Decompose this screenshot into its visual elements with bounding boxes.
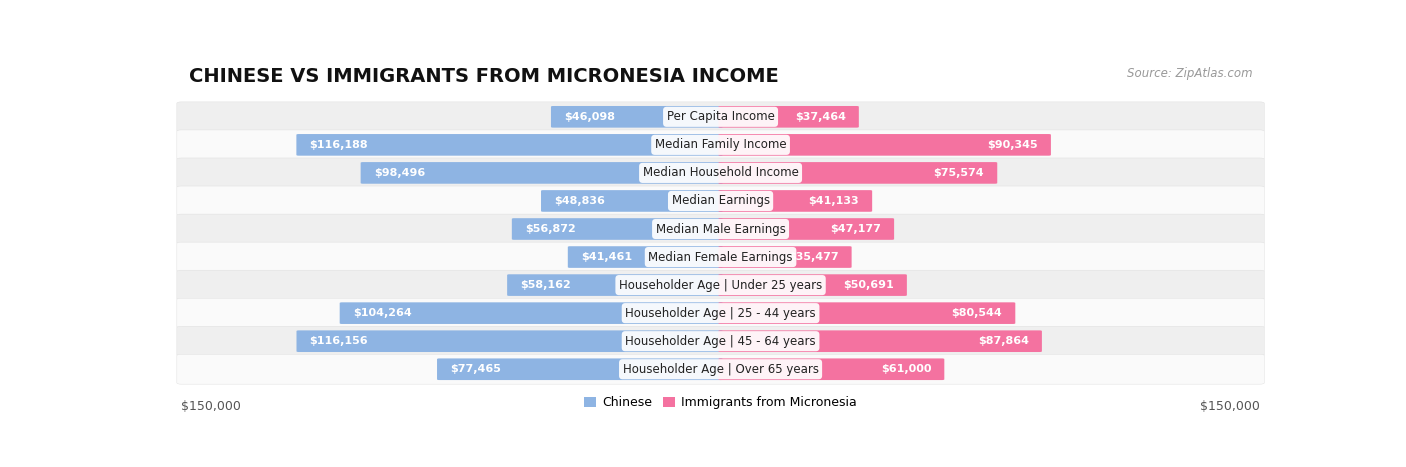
FancyBboxPatch shape	[177, 270, 1264, 300]
FancyBboxPatch shape	[177, 214, 1264, 244]
FancyBboxPatch shape	[361, 162, 723, 184]
Text: Median Family Income: Median Family Income	[655, 138, 786, 151]
Text: Median Female Earnings: Median Female Earnings	[648, 251, 793, 263]
FancyBboxPatch shape	[718, 190, 872, 212]
FancyBboxPatch shape	[551, 106, 723, 127]
Text: $47,177: $47,177	[830, 224, 882, 234]
Text: Per Capita Income: Per Capita Income	[666, 110, 775, 123]
Text: $46,098: $46,098	[564, 112, 614, 122]
FancyBboxPatch shape	[340, 302, 723, 324]
FancyBboxPatch shape	[297, 330, 723, 352]
Text: $35,477: $35,477	[787, 252, 838, 262]
Text: $48,836: $48,836	[554, 196, 605, 206]
FancyBboxPatch shape	[177, 130, 1264, 160]
Text: $50,691: $50,691	[844, 280, 894, 290]
FancyBboxPatch shape	[718, 330, 1042, 352]
Text: $58,162: $58,162	[520, 280, 571, 290]
Text: $41,133: $41,133	[808, 196, 859, 206]
Text: Median Household Income: Median Household Income	[643, 166, 799, 179]
FancyBboxPatch shape	[177, 102, 1264, 132]
Text: $75,574: $75,574	[934, 168, 984, 178]
Text: $41,461: $41,461	[581, 252, 633, 262]
Text: Householder Age | Under 25 years: Householder Age | Under 25 years	[619, 279, 823, 291]
Text: Median Earnings: Median Earnings	[672, 194, 769, 207]
FancyBboxPatch shape	[718, 274, 907, 296]
Legend: Chinese, Immigrants from Micronesia: Chinese, Immigrants from Micronesia	[583, 396, 858, 410]
Text: $87,864: $87,864	[977, 336, 1029, 346]
Text: Householder Age | 25 - 44 years: Householder Age | 25 - 44 years	[626, 307, 815, 319]
FancyBboxPatch shape	[718, 246, 852, 268]
FancyBboxPatch shape	[718, 134, 1050, 156]
FancyBboxPatch shape	[508, 274, 723, 296]
FancyBboxPatch shape	[568, 246, 723, 268]
Text: $90,345: $90,345	[987, 140, 1038, 150]
FancyBboxPatch shape	[718, 359, 945, 380]
FancyBboxPatch shape	[177, 298, 1264, 328]
Text: $150,000: $150,000	[181, 400, 240, 413]
FancyBboxPatch shape	[718, 218, 894, 240]
Text: $37,464: $37,464	[794, 112, 846, 122]
FancyBboxPatch shape	[718, 106, 859, 127]
FancyBboxPatch shape	[177, 354, 1264, 384]
FancyBboxPatch shape	[718, 162, 997, 184]
FancyBboxPatch shape	[177, 242, 1264, 272]
Text: $104,264: $104,264	[353, 308, 412, 318]
Text: $116,188: $116,188	[309, 140, 368, 150]
Text: Householder Age | Over 65 years: Householder Age | Over 65 years	[623, 363, 818, 376]
FancyBboxPatch shape	[177, 158, 1264, 188]
Text: Median Male Earnings: Median Male Earnings	[655, 222, 786, 235]
Text: $116,156: $116,156	[309, 336, 368, 346]
Text: $56,872: $56,872	[524, 224, 575, 234]
FancyBboxPatch shape	[297, 134, 723, 156]
Text: CHINESE VS IMMIGRANTS FROM MICRONESIA INCOME: CHINESE VS IMMIGRANTS FROM MICRONESIA IN…	[188, 67, 779, 86]
FancyBboxPatch shape	[718, 302, 1015, 324]
Text: $80,544: $80,544	[952, 308, 1002, 318]
Text: Householder Age | 45 - 64 years: Householder Age | 45 - 64 years	[626, 335, 815, 348]
FancyBboxPatch shape	[177, 326, 1264, 356]
FancyBboxPatch shape	[541, 190, 723, 212]
Text: Source: ZipAtlas.com: Source: ZipAtlas.com	[1126, 67, 1253, 80]
Text: $61,000: $61,000	[880, 364, 931, 374]
Text: $77,465: $77,465	[450, 364, 501, 374]
Text: $150,000: $150,000	[1201, 400, 1260, 413]
Text: $98,496: $98,496	[374, 168, 425, 178]
FancyBboxPatch shape	[437, 359, 723, 380]
FancyBboxPatch shape	[177, 186, 1264, 216]
FancyBboxPatch shape	[512, 218, 723, 240]
